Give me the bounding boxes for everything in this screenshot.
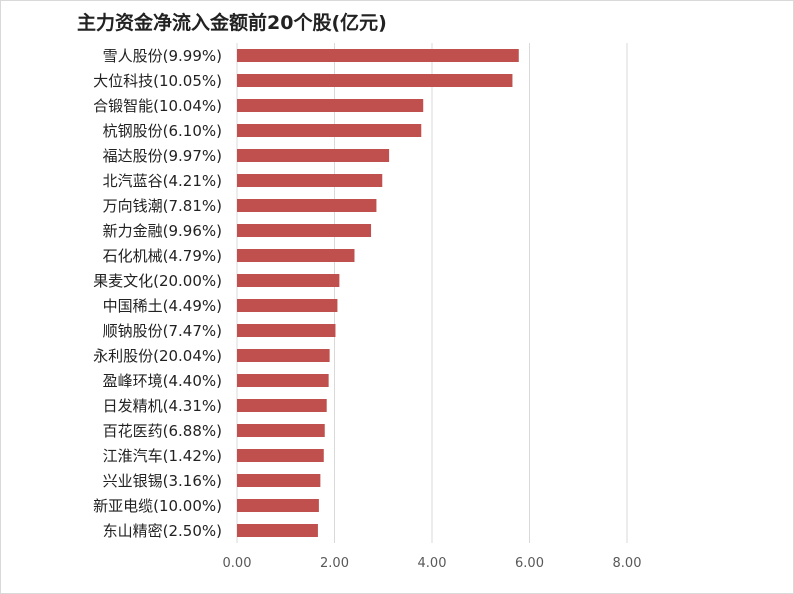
category-label: 福达股份(9.97%) <box>103 147 222 165</box>
x-tick-label: 8.00 <box>613 556 642 571</box>
bar <box>237 474 321 487</box>
bar <box>237 149 390 162</box>
bar <box>237 74 513 87</box>
category-label: 东山精密(2.50%) <box>103 522 222 540</box>
bar <box>237 199 377 212</box>
bar <box>237 299 338 312</box>
bar <box>237 224 372 237</box>
category-label: 百花医药(6.88%) <box>103 422 222 440</box>
chart-title: 主力资金净流入金额前20个股(亿元) <box>77 12 387 34</box>
bar <box>237 374 329 387</box>
bar <box>237 399 327 412</box>
category-label: 合锻智能(10.04%) <box>93 97 222 115</box>
bar <box>237 49 519 62</box>
category-label: 雪人股份(9.99%) <box>103 47 222 65</box>
bar <box>237 499 319 512</box>
category-label: 顺钠股份(7.47%) <box>103 322 222 340</box>
category-label: 江淮汽车(1.42%) <box>103 447 222 465</box>
bar <box>237 174 383 187</box>
category-label: 万向钱潮(7.81%) <box>103 197 222 215</box>
x-tick-label: 6.00 <box>515 556 544 571</box>
category-label: 北汽蓝谷(4.21%) <box>103 172 222 190</box>
category-label: 中国稀土(4.49%) <box>103 297 222 315</box>
bar <box>237 349 330 362</box>
category-label: 新亚电缆(10.00%) <box>93 497 222 515</box>
category-label: 永利股份(20.04%) <box>93 347 222 365</box>
category-label: 兴业银锡(3.16%) <box>103 472 222 490</box>
x-tick-label: 2.00 <box>320 556 349 571</box>
category-label: 新力金融(9.96%) <box>103 222 222 240</box>
bar <box>237 524 318 537</box>
x-tick-label: 4.00 <box>418 556 447 571</box>
category-label: 盈峰环境(4.40%) <box>103 372 222 390</box>
x-tick-label: 0.00 <box>223 556 252 571</box>
category-label: 石化机械(4.79%) <box>103 247 222 265</box>
bar <box>237 274 340 287</box>
category-label: 大位科技(10.05%) <box>93 72 222 90</box>
category-label: 杭钢股份(6.10%) <box>103 122 222 140</box>
bar <box>237 99 424 112</box>
bar <box>237 424 325 437</box>
bar <box>237 449 324 462</box>
category-label: 日发精机(4.31%) <box>103 397 222 415</box>
bar <box>237 124 422 137</box>
bar <box>237 249 355 262</box>
bar <box>237 324 336 337</box>
category-label: 果麦文化(20.00%) <box>93 272 222 290</box>
